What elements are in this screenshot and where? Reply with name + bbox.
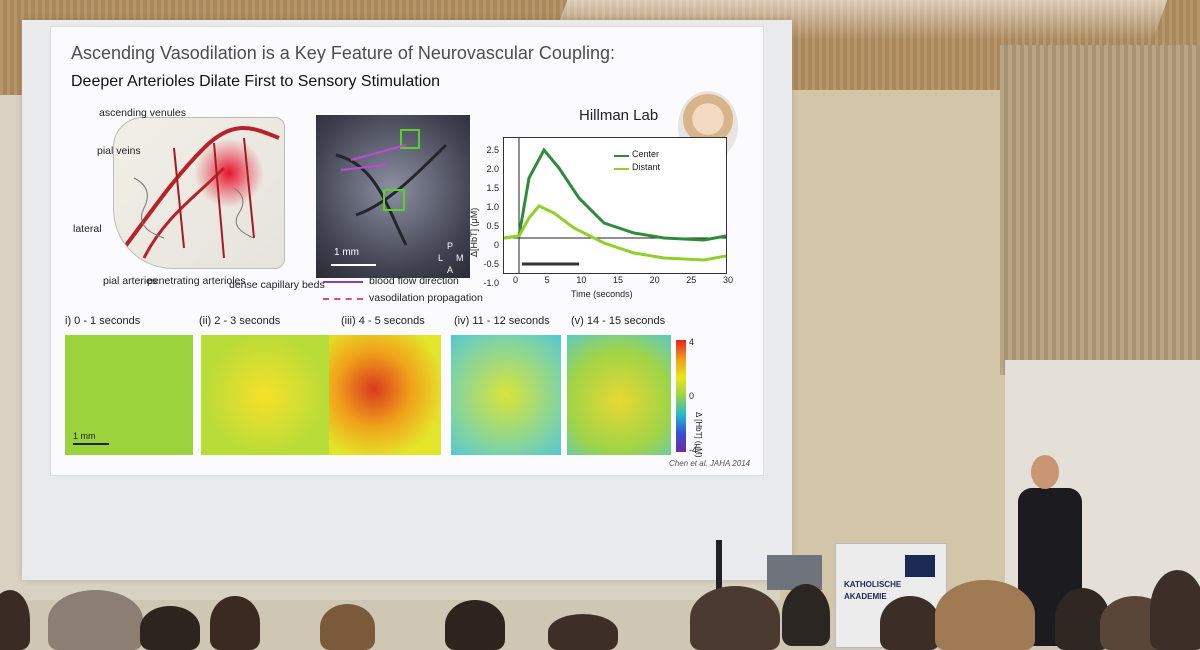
panel-image-5 bbox=[567, 335, 671, 455]
hbt-plot-svg bbox=[503, 138, 727, 273]
presentation-slide: Ascending Vasodilation is a Key Feature … bbox=[50, 26, 764, 476]
xtick: 0 bbox=[513, 275, 519, 285]
microscopy-overlay bbox=[331, 129, 448, 266]
ytick: -1.0 bbox=[483, 278, 499, 288]
audience-head bbox=[782, 584, 830, 646]
compass-l: L bbox=[438, 253, 444, 263]
panel-label-4: (iv) 11 - 12 seconds bbox=[454, 315, 550, 327]
audience-head bbox=[140, 606, 200, 650]
xtick: 30 bbox=[722, 275, 733, 285]
laptop bbox=[767, 555, 822, 590]
legend-vasodilation: vasodilation propagation bbox=[369, 292, 483, 304]
xtick: 20 bbox=[649, 275, 660, 285]
akademie-logo-icon bbox=[905, 555, 935, 577]
wood-slat-wall bbox=[1000, 45, 1200, 375]
panel-image-1: 1 mm bbox=[65, 335, 193, 455]
citation: Chen et al. JAHA 2014 bbox=[669, 459, 751, 468]
colorbar-top: 4 bbox=[689, 337, 695, 347]
audience-head bbox=[445, 600, 505, 650]
ytick: 2.0 bbox=[486, 164, 499, 174]
audience-head bbox=[935, 580, 1035, 650]
panel-image-2 bbox=[201, 335, 329, 455]
plot-xticks: 0 5 10 15 20 25 30 bbox=[513, 275, 733, 285]
xtick: 25 bbox=[686, 275, 697, 285]
audience-head bbox=[548, 614, 618, 650]
speaker-head bbox=[1031, 455, 1059, 489]
ytick: 2.5 bbox=[486, 145, 499, 155]
label-pial-arteries: pial arteries bbox=[103, 275, 158, 287]
compass-p: P bbox=[447, 241, 454, 251]
colorbar-label: Δ [HbT] (μM) bbox=[694, 412, 703, 458]
ytick: 0.5 bbox=[486, 221, 499, 231]
audience-head bbox=[210, 596, 260, 650]
slide-subtitle: Deeper Arterioles Dilate First to Sensor… bbox=[71, 73, 441, 90]
label-pial-veins: pial veins bbox=[97, 145, 141, 157]
audience-head bbox=[320, 604, 375, 650]
panel-scale-bar bbox=[73, 443, 109, 445]
flow-arrow-icon bbox=[323, 281, 363, 283]
audience-head bbox=[880, 596, 940, 650]
colorbar bbox=[676, 340, 686, 452]
xtick: 10 bbox=[576, 275, 587, 285]
audience-head bbox=[1150, 570, 1200, 650]
slide-title: Ascending Vasodilation is a Key Feature … bbox=[71, 43, 615, 63]
hbt-plot: Center Distant bbox=[503, 137, 727, 274]
colorbar-mid: 0 bbox=[689, 391, 695, 401]
legend-distant: Distant bbox=[632, 162, 661, 172]
podium-text-1: KATHOLISCHE bbox=[844, 580, 902, 589]
label-penetrating-arterioles: penetrating arterioles bbox=[147, 275, 246, 287]
plot-yticks: 2.5 2.0 1.5 1.0 0.5 0 -0.5 -1.0 bbox=[479, 141, 499, 293]
activation-hotspot bbox=[194, 138, 264, 208]
label-dense-capillary-beds: dense capillary beds bbox=[229, 279, 325, 291]
audience-head bbox=[48, 590, 143, 650]
ytick: 1.0 bbox=[486, 202, 499, 212]
microphone-stand bbox=[716, 540, 722, 590]
panel-image-4 bbox=[451, 335, 561, 455]
panel-image-3 bbox=[329, 335, 441, 455]
compass-a: A bbox=[447, 265, 454, 275]
audience-head bbox=[690, 586, 780, 650]
panel-label-3: (iii) 4 - 5 seconds bbox=[341, 315, 425, 327]
legend-blood-flow: blood flow direction bbox=[369, 275, 459, 287]
compass-m: M bbox=[456, 253, 464, 263]
ytick: 0 bbox=[493, 240, 499, 250]
audience-head bbox=[0, 590, 30, 650]
micro-scale-label: 1 mm bbox=[334, 247, 359, 258]
plot-ylabel: Δ[HbT] (μM) bbox=[469, 207, 479, 257]
panel-scale-label: 1 mm bbox=[73, 431, 96, 441]
panel-label-5: (v) 14 - 15 seconds bbox=[571, 315, 666, 327]
lab-name: Hillman Lab bbox=[579, 107, 659, 124]
colorbar-bottom: -4 bbox=[689, 445, 698, 455]
vessel-drawing bbox=[122, 126, 280, 259]
label-lateral: lateral bbox=[73, 223, 102, 235]
ytick: 1.5 bbox=[486, 183, 499, 193]
podium-text-2: AKADEMIE bbox=[844, 592, 887, 601]
panel-label-1: i) 0 - 1 seconds bbox=[65, 315, 141, 327]
label-ascending-venules: ascending venules bbox=[99, 107, 186, 119]
microscopy-image: 1 mm P L M A bbox=[316, 115, 470, 278]
propagation-arrow-icon bbox=[323, 298, 363, 300]
legend-center: Center bbox=[632, 149, 660, 159]
xtick: 5 bbox=[544, 275, 550, 285]
wall-panel bbox=[780, 90, 1005, 610]
panel-label-2: (ii) 2 - 3 seconds bbox=[199, 315, 281, 327]
cortex-diagram bbox=[113, 117, 285, 269]
plot-xlabel: Time (seconds) bbox=[571, 289, 633, 299]
xtick: 15 bbox=[612, 275, 623, 285]
ytick: -0.5 bbox=[483, 259, 499, 269]
